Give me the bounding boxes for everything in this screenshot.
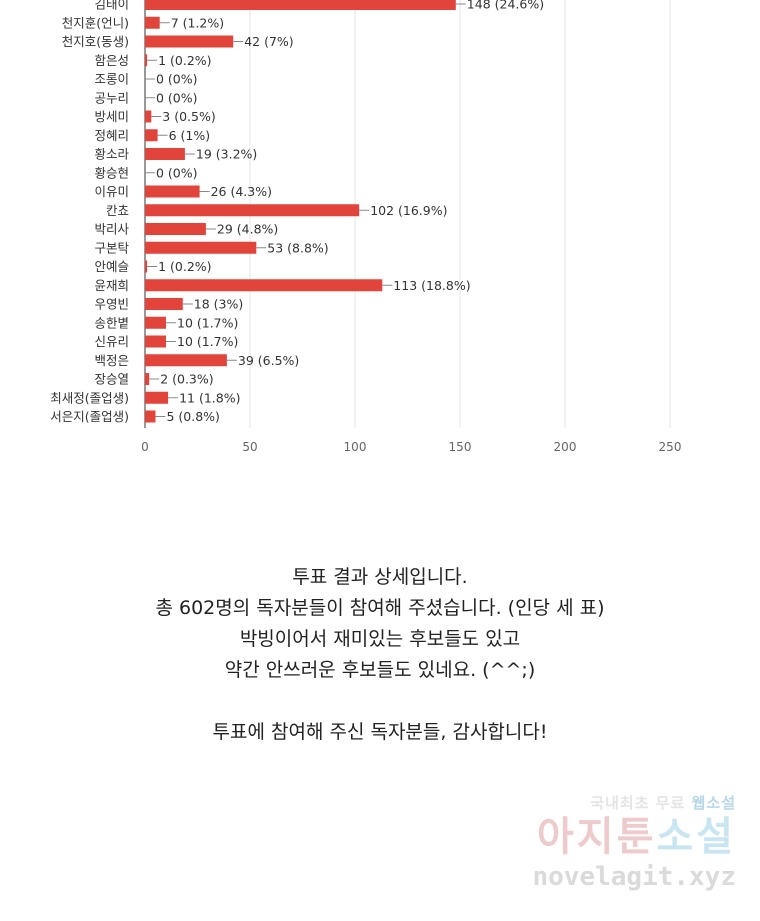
data-label: 5 (0.8%): [167, 409, 220, 424]
data-label: 39 (6.5%): [238, 353, 299, 368]
caption-line-4: 약간 안쓰러운 후보들도 있네요. (^^;): [224, 659, 536, 681]
x-tick-label: 250: [659, 440, 682, 454]
bar: [145, 410, 156, 423]
data-label: 29 (4.8%): [217, 222, 278, 237]
bar: [145, 298, 183, 310]
bar: [145, 0, 456, 10]
bar: [145, 54, 148, 67]
caption-line-2: 총 602명의 독자분들이 참여해 주셨습니다. (인당 세 표): [155, 597, 605, 619]
bar: [145, 316, 166, 329]
data-label: 0 (0%): [156, 72, 198, 87]
x-tick-label: 0: [141, 440, 149, 454]
x-tick-label: 150: [449, 440, 472, 454]
bar: [145, 335, 166, 348]
category-label: 조롱이: [94, 72, 129, 87]
x-tick-label: 200: [554, 440, 577, 454]
bar: [145, 260, 148, 273]
category-label: 최새정(졸업생): [50, 390, 129, 405]
data-label: 148 (24.6%): [467, 0, 544, 12]
category-label: 정혜리: [94, 128, 129, 143]
data-label: 10 (1.7%): [177, 334, 238, 349]
category-label: 함은성: [94, 53, 129, 68]
category-label: 김태이: [94, 0, 129, 12]
watermark-tagline: 국내최초 무료: [590, 794, 686, 812]
category-label: 천지훈(언니): [62, 15, 129, 30]
data-label: 102 (16.9%): [370, 203, 447, 218]
data-label: 6 (1%): [169, 128, 211, 143]
watermark-url: novelagit.xyz: [532, 862, 737, 892]
data-label: 1 (0.2%): [158, 259, 211, 274]
data-label: 7 (1.2%): [171, 15, 224, 30]
caption-line-1: 투표 결과 상세입니다.: [292, 566, 468, 588]
watermark-brand-accent: 소설: [656, 814, 736, 860]
category-label: 천지호(동생): [62, 34, 129, 49]
data-label: 53 (8.8%): [267, 240, 328, 255]
watermark-logo: 국내최초 무료 웹소설 아지툰소설 novelagit.xyz: [516, 792, 737, 902]
category-label: 구본탁: [94, 240, 129, 255]
bar: [145, 223, 206, 235]
category-label: 칸쵸: [106, 203, 129, 218]
bar: [145, 373, 150, 385]
watermark-tagline-accent: 웹소설: [691, 794, 736, 812]
bar: [145, 279, 383, 292]
category-label: 장승열: [94, 372, 129, 387]
data-label: 26 (4.3%): [211, 184, 272, 199]
data-label: 11 (1.8%): [179, 390, 240, 405]
bar: [145, 148, 185, 160]
bars: [145, 0, 456, 423]
bar: [145, 391, 169, 404]
data-label: 3 (0.5%): [162, 109, 215, 124]
bar: [145, 35, 234, 48]
watermark-brand: 아지툰: [536, 814, 657, 860]
x-tick-label: 100: [344, 440, 367, 454]
category-label: 우영빈: [94, 297, 129, 312]
data-label: 10 (1.7%): [177, 315, 238, 330]
category-label: 박리사: [94, 222, 129, 237]
bar: [145, 129, 158, 142]
data-label: 18 (3%): [194, 297, 243, 312]
data-label: 1 (0.2%): [158, 53, 211, 68]
bar: [145, 204, 360, 217]
bar: [145, 185, 200, 198]
category-label: 황승현: [94, 165, 129, 180]
category-label: 방세미: [94, 109, 129, 124]
data-label: 113 (18.8%): [393, 278, 470, 293]
category-label: 공누리: [94, 90, 129, 105]
data-label: 0 (0%): [156, 90, 198, 105]
data-label: 19 (3.2%): [196, 147, 257, 162]
category-label: 송한볕: [94, 315, 129, 330]
bar-chart: 0 50 100 150 200 250 김태이 148 (24.6%) 천지훈(언니) 7 (1…: [50, 0, 681, 454]
caption-line-5: 투표에 참여해 주신 독자분들, 감사합니다!: [212, 721, 548, 743]
bar: [145, 241, 257, 254]
category-label: 윤재희: [94, 278, 129, 293]
category-label: 황소라: [94, 147, 129, 162]
data-label: 0 (0%): [156, 165, 198, 180]
bar: [145, 16, 160, 29]
category-label: 백정은: [94, 353, 129, 368]
category-label: 서은지(졸업생): [50, 409, 129, 424]
data-label: 42 (7%): [244, 34, 293, 49]
category-label: 이유미: [94, 184, 129, 199]
data-label: 2 (0.3%): [160, 372, 213, 387]
x-tick-label: 50: [242, 440, 257, 454]
bar: [145, 110, 152, 123]
labels: 0 50 100 150 200 250 김태이 148 (24.6%) 천지훈(언니) 7 (1…: [50, 0, 681, 454]
category-label: 신유리: [94, 334, 129, 349]
vote-result-caption: 투표 결과 상세입니다. 총 602명의 독자분들이 참여해 주셨습니다. (인…: [0, 562, 760, 748]
category-label: 안예슬: [94, 259, 129, 274]
bar: [145, 354, 227, 367]
caption-line-3: 박빙이어서 재미있는 후보들도 있고: [239, 628, 521, 650]
